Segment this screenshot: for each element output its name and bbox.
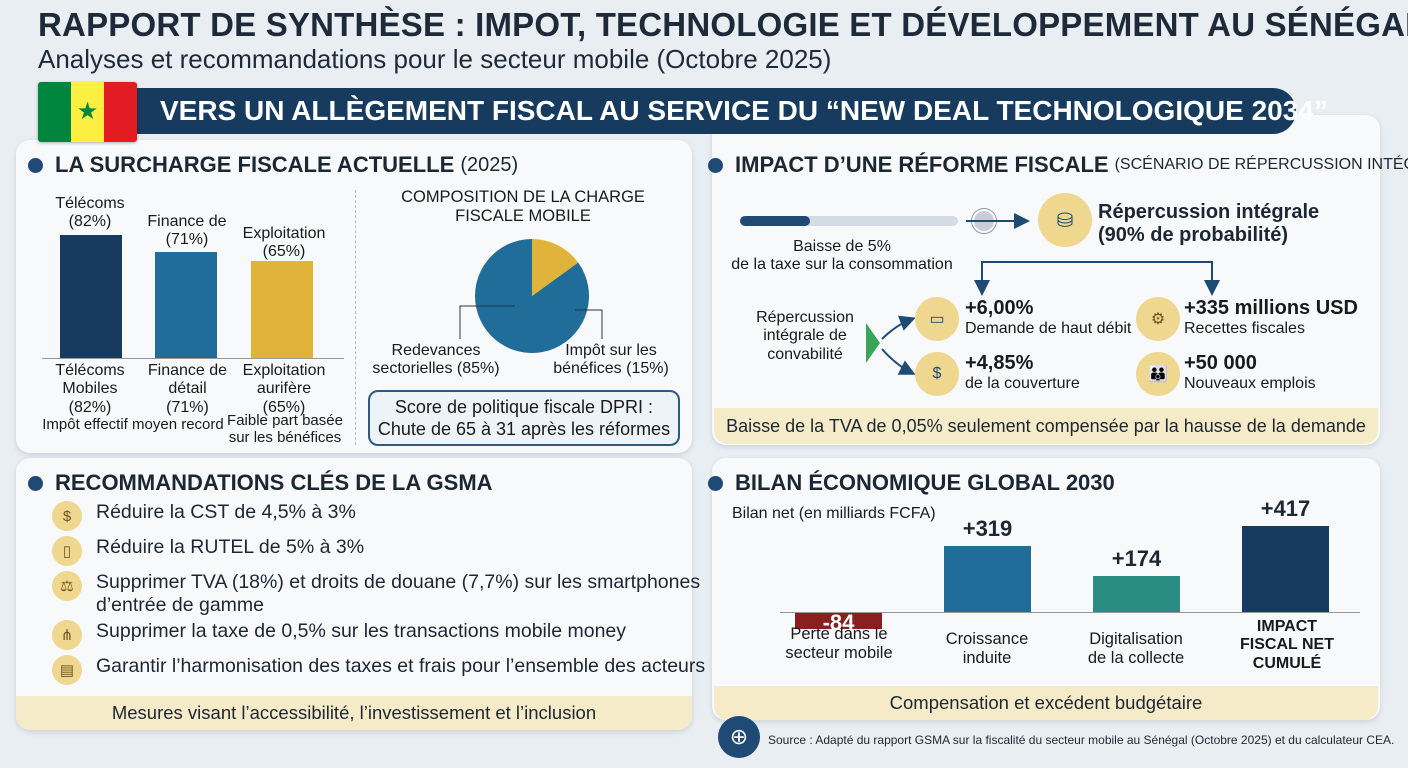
recommendation-text: Réduire la CST de 4,5% à 3%	[96, 501, 356, 523]
bar-bottom-label-2: Finance de détail (71%)	[147, 362, 228, 416]
recommendations-title: RECOMMANDATIONS CLÉS DE LA GSMA	[28, 470, 493, 496]
branch-arrows	[866, 315, 916, 375]
bilan-footer: Compensation et excédent budgétaire	[714, 686, 1378, 720]
bar-top-label-1: Télécoms (82%)	[55, 195, 125, 231]
result-coverage: +4,85% de la couverture	[965, 352, 1080, 392]
dpri-box: Score de politique fiscale DPRI : Chute d…	[368, 390, 680, 446]
globe-icon: ⊕	[718, 716, 760, 758]
headline-banner: VERS UN ALLÈGEMENT FISCAL AU SERVICE DU …	[126, 88, 1328, 134]
revenue-icon: ⚙	[1136, 297, 1180, 341]
recommendation-item: ⚖ Supprimer TVA (18%) et droits de douane…	[52, 571, 700, 618]
bilan-value-label: +319	[962, 516, 1013, 542]
result-broadband: +6,00% Demande de haut débit	[965, 297, 1132, 337]
bilan-bar	[944, 546, 1031, 612]
surcharge-year: (2025)	[460, 153, 519, 176]
bilan-title-text: BILAN ÉCONOMIQUE GLOBAL 2030	[735, 470, 1115, 495]
bar-note-left: Impôt effectif moyen record	[42, 416, 224, 433]
tax-slider[interactable]	[740, 216, 958, 226]
recommendations-title-text: RECOMMANDATIONS CLÉS DE LA GSMA	[55, 470, 493, 495]
bilan-category-1: Perte dans le secteur mobile	[785, 625, 893, 662]
bilan-bar	[1093, 576, 1180, 612]
left-flow-label: Répercussion intégrale de convabilité	[756, 309, 854, 363]
impact-footer: Baisse de la TVA de 0,05% seulement comp…	[714, 408, 1378, 444]
bilan-title: BILAN ÉCONOMIQUE GLOBAL 2030	[708, 470, 1115, 496]
tax-slider-fill	[740, 216, 810, 226]
report-title: RAPPORT DE SYNTHÈSE : IMPOT, TECHNOLOGIE…	[38, 6, 1408, 43]
flow-arrows	[966, 213, 1220, 296]
pie-label-impot: Impôt sur les bénéfices (15%)	[553, 342, 669, 378]
bar-baseline	[42, 358, 344, 359]
pie-chart	[459, 239, 603, 353]
bar-bottom-label-3: Exploitation aurifère (65%)	[242, 362, 326, 416]
recommendation-item: ▯ Réduire la RUTEL de 5% à 3%	[52, 536, 364, 566]
bilan-ylabel: Bilan net (en milliards FCFA)	[732, 505, 936, 522]
recommendation-item: ▤ Garantir l’harmonisation des taxes et f…	[52, 655, 705, 685]
senegal-flag: ★	[38, 82, 137, 142]
bullet-dot	[28, 157, 43, 173]
recommendation-text: Réduire la RUTEL de 5% à 3%	[96, 536, 365, 558]
bar-bottom-label-1: Télécoms Mobiles (82%)	[55, 362, 125, 416]
surcharge-title-text: LA SURCHARGE FISCALE ACTUELLE	[55, 152, 455, 177]
tax-rate-bar	[60, 235, 122, 358]
recommendation-text: Garantir l’harmonisation des taxes et fr…	[96, 655, 706, 677]
bilan-value-label: -84	[822, 610, 855, 635]
bilan-value-label: +174	[1111, 546, 1162, 572]
bilan-value-label: +417	[1260, 496, 1311, 521]
divider	[355, 190, 356, 445]
scale-icon: ⚖	[52, 571, 82, 601]
bilan-bar	[795, 612, 882, 630]
bar-top-label-3: Exploitation (65%)	[242, 225, 326, 261]
bar-note-right: Faible part basée sur les bénéfices	[227, 412, 343, 446]
bilan-category-4: IMPACT FISCAL NET CUMULÉ	[1240, 618, 1334, 672]
impact-title: IMPACT D’UNE RÉFORME FISCALE (SCÉNARIO DE…	[708, 152, 1408, 178]
recommendation-item: ⋔ Supprimer la taxe de 0,5% sur les trans…	[52, 620, 626, 650]
recommendation-item: $ Réduire la CST de 4,5% à 3%	[52, 501, 356, 531]
document-icon: ▤	[52, 655, 82, 685]
bar-top-label-2: Finance de (71%)	[147, 213, 227, 249]
people-icon: 👪	[1136, 352, 1180, 396]
bilan-category-2: Croissance induite	[945, 630, 1029, 667]
network-icon: ⋔	[52, 620, 82, 650]
recommendation-text: Supprimer la taxe de 0,5% sur les transa…	[96, 620, 627, 642]
pie-title: COMPOSITION DE LA CHARGE FISCALE MOBILE	[401, 188, 645, 225]
slider-label: Baisse de 5% de la taxe sur la consommati…	[731, 238, 953, 274]
coins-icon: ⛁	[1038, 193, 1092, 247]
money-hand-icon: $	[52, 501, 82, 531]
bilan-baseline	[780, 612, 1360, 613]
pie-leader-right	[575, 309, 603, 339]
phone-icon: ▯	[52, 536, 82, 566]
tax-rate-bar	[251, 260, 313, 358]
impact-title-text: IMPACT D’UNE RÉFORME FISCALE	[735, 152, 1109, 177]
coverage-icon: $	[915, 352, 959, 396]
laptop-icon: ▭	[915, 297, 959, 341]
pie-label-redevances: Redevances sectorielles (85%)	[372, 342, 500, 378]
recommendations-footer: Mesures visant l’accessibilité, l’invest…	[16, 696, 692, 730]
recommendation-text: Supprimer TVA (18%) et droits de douane …	[96, 571, 701, 617]
result-revenue: +335 millions USD Recettes fiscales	[1184, 297, 1358, 337]
pie-leader-left	[459, 305, 515, 339]
bullet-dot	[28, 475, 43, 491]
pie-slice-impot	[532, 239, 579, 296]
report-subtitle: Analyses et recommandations pour le sect…	[38, 44, 832, 74]
bilan-bar	[1242, 526, 1329, 612]
bilan-category-3: Digitalisation de la collecte	[1087, 630, 1185, 667]
source-note: Source : Adapté du rapport GSMA sur la f…	[768, 733, 1395, 747]
repercussion-label: Répercussion intégrale (90% de probabilit…	[1098, 201, 1320, 246]
impact-subtitle: (SCÉNARIO DE RÉPERCUSSION INTÉGRALE)	[1114, 156, 1408, 173]
recommendations-panel	[16, 458, 692, 730]
impact-panel	[712, 115, 1380, 445]
tax-rate-bar	[155, 251, 217, 358]
surcharge-title: LA SURCHARGE FISCALE ACTUELLE (2025)	[28, 152, 518, 178]
result-jobs: +50 000 Nouveaux emplois	[1184, 352, 1316, 392]
bullet-dot	[708, 157, 723, 173]
bullet-dot	[708, 475, 723, 491]
